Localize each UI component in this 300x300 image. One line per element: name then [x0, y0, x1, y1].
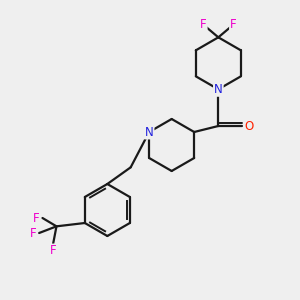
Text: F: F [230, 18, 237, 31]
Text: N: N [214, 83, 223, 96]
Text: F: F [30, 226, 37, 239]
Text: F: F [33, 212, 40, 224]
Text: F: F [50, 244, 56, 257]
Text: N: N [145, 125, 154, 139]
Text: F: F [200, 18, 207, 31]
Text: O: O [244, 119, 253, 133]
